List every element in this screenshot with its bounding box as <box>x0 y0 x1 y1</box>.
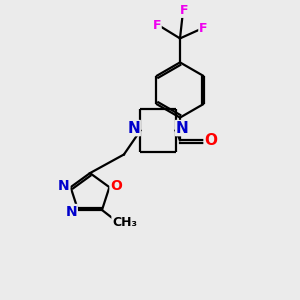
Text: N: N <box>66 205 77 218</box>
Text: F: F <box>153 19 161 32</box>
Text: CH₃: CH₃ <box>112 215 137 229</box>
Text: F: F <box>180 4 188 17</box>
Text: O: O <box>110 179 122 193</box>
Text: N: N <box>58 179 70 193</box>
Text: N: N <box>128 121 140 136</box>
Text: O: O <box>204 133 217 148</box>
Text: N: N <box>176 121 188 136</box>
Text: F: F <box>199 22 207 35</box>
